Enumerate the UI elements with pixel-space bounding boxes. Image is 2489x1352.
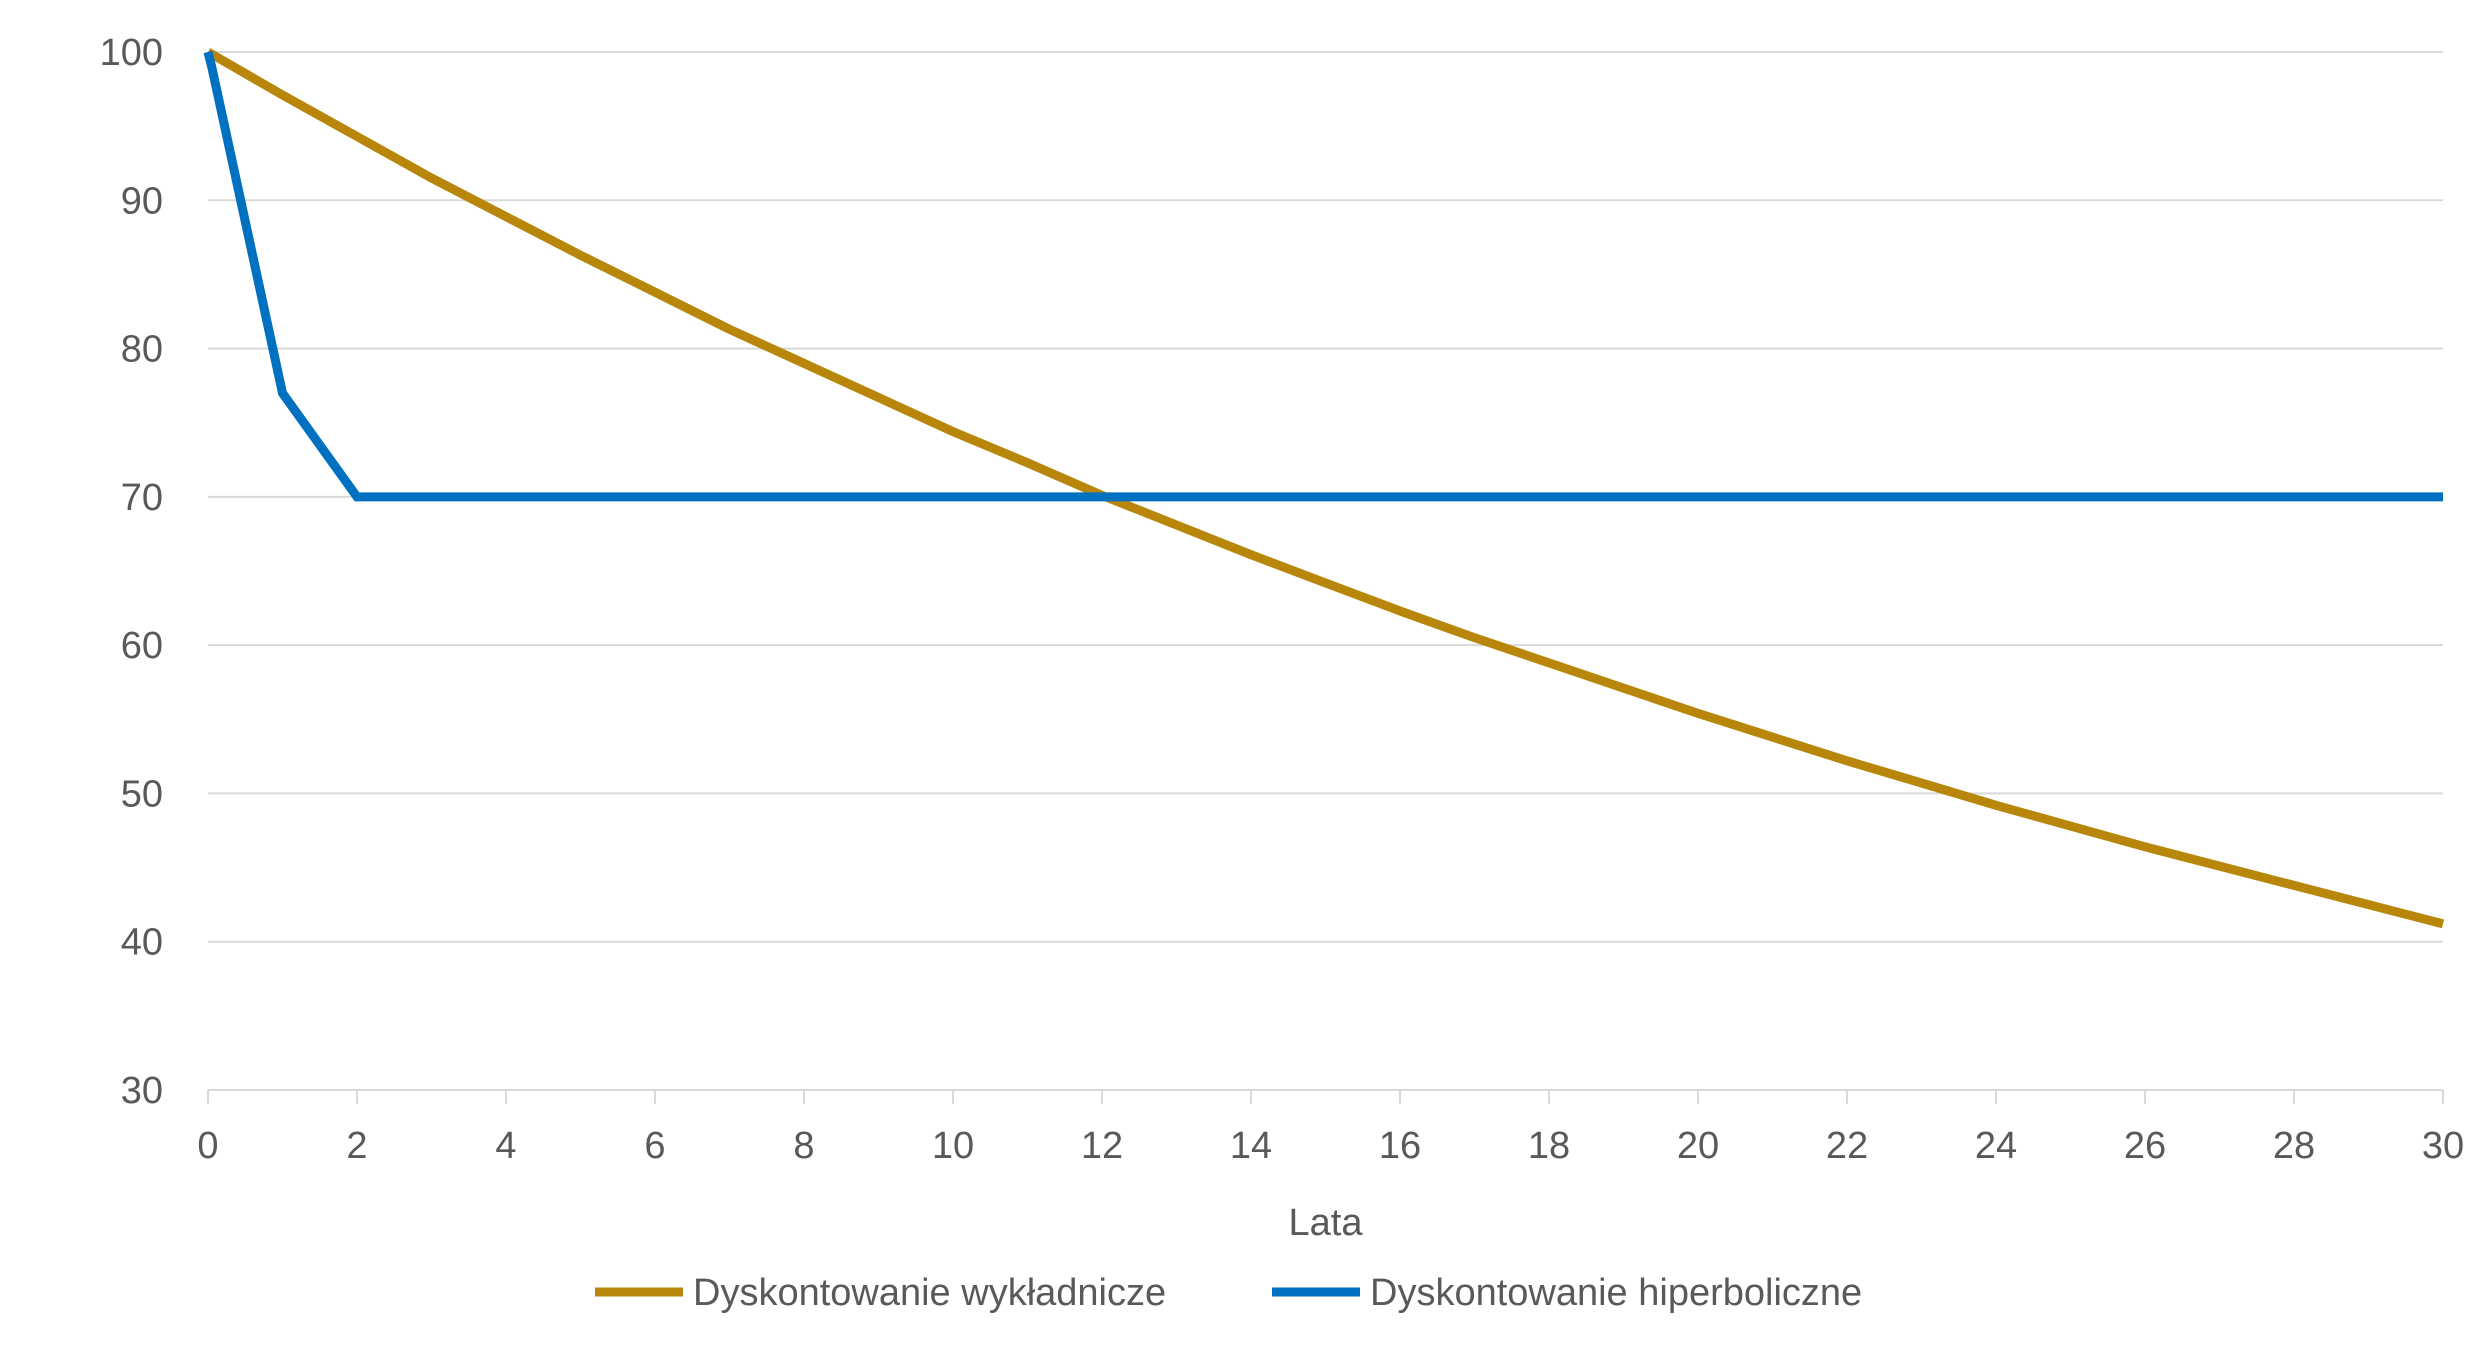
- x-tick-label: 6: [644, 1125, 665, 1167]
- x-tick-label: 0: [197, 1125, 218, 1167]
- x-tick-label: 2: [346, 1125, 367, 1167]
- x-tick-label: 10: [932, 1125, 974, 1167]
- x-tick-label: 18: [1528, 1125, 1570, 1167]
- y-tick-label: 60: [121, 625, 163, 667]
- legend-label-2: Dyskontowanie hiperboliczne: [1370, 1272, 1862, 1314]
- x-tick-label: 28: [2273, 1125, 2315, 1167]
- y-tick-label: 100: [100, 32, 163, 74]
- legend-label-1: Dyskontowanie wykładnicze: [693, 1272, 1166, 1314]
- y-tick-label: 90: [121, 180, 163, 222]
- series-line-1: [205, 48, 2445, 929]
- x-axis-title: Lata: [1289, 1202, 1364, 1244]
- series-line-2: [203, 50, 2443, 502]
- x-tick-label: 22: [1826, 1125, 1868, 1167]
- x-axis: 0 2 4 6 8 10 12 14 16 18 20 22 24 26 28 30: [197, 1089, 2464, 1167]
- x-tick-label: 14: [1230, 1125, 1272, 1167]
- y-tick-label: 30: [121, 1070, 163, 1112]
- y-tick-label: 50: [121, 773, 163, 815]
- series-lines: [203, 48, 2445, 929]
- x-tick-label: 30: [2422, 1125, 2464, 1167]
- x-tick-label: 4: [495, 1125, 516, 1167]
- x-tick-label: 26: [2124, 1125, 2166, 1167]
- y-tick-label: 40: [121, 922, 163, 964]
- legend: Dyskontowanie wykładnicze Dyskontowanie h…: [595, 1272, 1862, 1314]
- x-tick-label: 12: [1081, 1125, 1123, 1167]
- x-tick-label: 24: [1975, 1125, 2017, 1167]
- y-tick-label: 80: [121, 329, 163, 371]
- x-tick-label: 20: [1677, 1125, 1719, 1167]
- x-tick-label: 8: [793, 1125, 814, 1167]
- y-axis: 30 40 50 60 70 80 90 100: [100, 32, 163, 1112]
- y-tick-label: 70: [121, 477, 163, 519]
- x-tick-label: 16: [1379, 1125, 1421, 1167]
